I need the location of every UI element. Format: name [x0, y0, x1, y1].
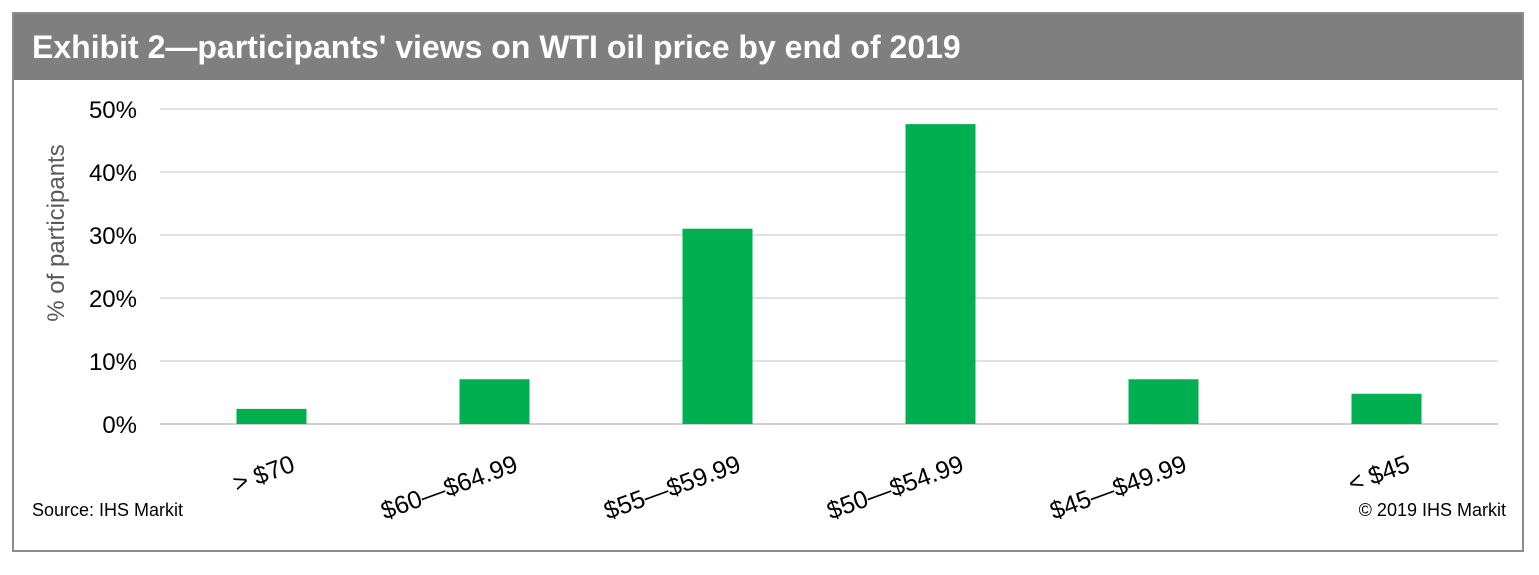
- x-tick-label: > $70: [229, 450, 298, 498]
- x-tick-label: $50—$54.99: [823, 450, 967, 525]
- y-tick-label: 40%: [89, 160, 137, 187]
- y-tick-label: 10%: [89, 349, 137, 376]
- x-tick-label: $60—$64.99: [377, 450, 521, 525]
- bar: [905, 124, 976, 425]
- copyright-note: © 2019 IHS Markit: [1358, 500, 1506, 520]
- bar: [1351, 393, 1422, 424]
- bar: [236, 408, 307, 424]
- gridlines: [160, 108, 1498, 425]
- chart-frame: Exhibit 2—participants' views on WTI oil…: [12, 12, 1524, 552]
- y-tick-label: 50%: [89, 97, 137, 124]
- y-tick-label: 30%: [89, 223, 137, 250]
- bar: [682, 228, 753, 424]
- y-axis-ticks: 0% 10% 20% 30% 40% 50%: [89, 97, 137, 439]
- y-tick-label: 0%: [102, 412, 137, 439]
- x-axis-ticks: > $70 $60—$64.99 $55—$59.99 $50—$54.99 $45—$…: [229, 450, 1413, 525]
- bars: [236, 124, 1422, 425]
- source-note: Source: IHS Markit: [32, 500, 184, 520]
- bar: [459, 379, 530, 424]
- bar: [1128, 379, 1199, 424]
- x-tick-label: $55—$59.99: [600, 450, 744, 525]
- chart-title: Exhibit 2—participants' views on WTI oil…: [14, 14, 1522, 80]
- y-axis-label: % of participants: [43, 144, 70, 321]
- y-tick-label: 20%: [89, 286, 137, 313]
- x-tick-label: < $45: [1344, 450, 1413, 498]
- x-tick-label: $45—$49.99: [1046, 450, 1190, 525]
